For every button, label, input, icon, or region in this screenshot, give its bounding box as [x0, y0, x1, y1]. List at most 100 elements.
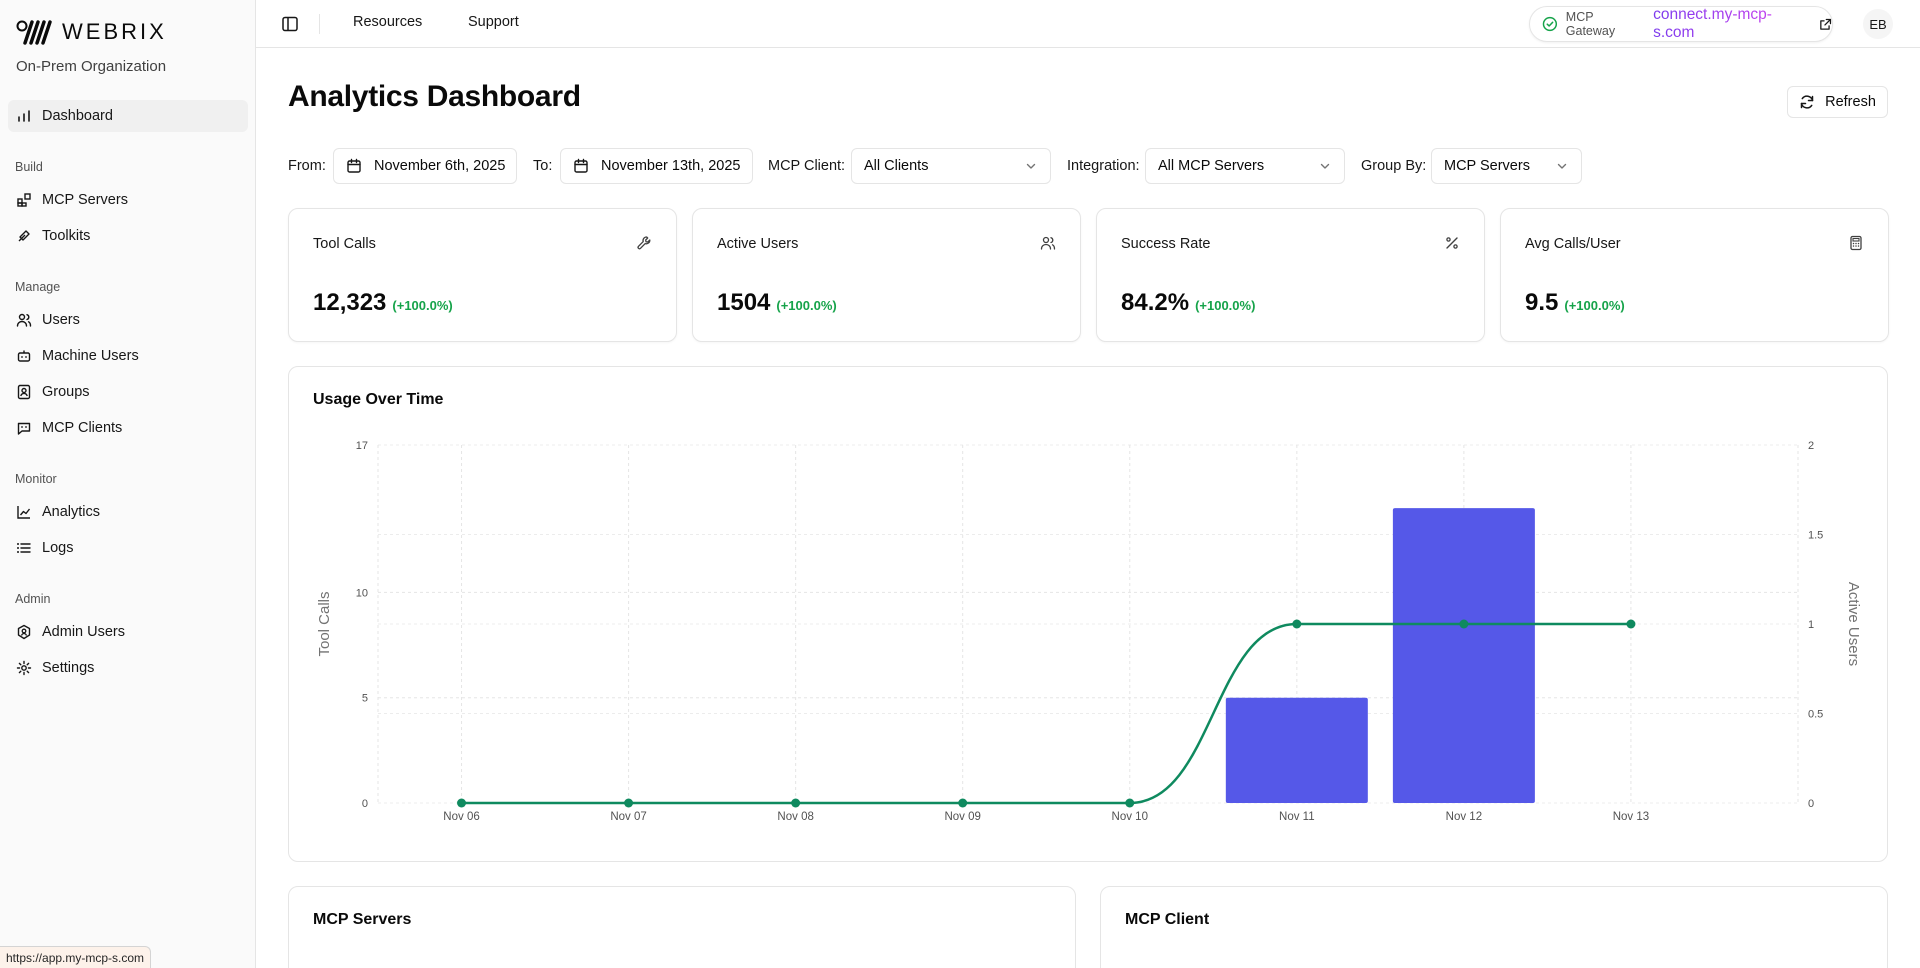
x-tick-label: Nov 06 — [443, 811, 479, 823]
y-tick-label: 10 — [356, 587, 368, 599]
chevron-down-icon — [1026, 163, 1036, 169]
sidebar: WEBRIX On-Prem Organization Dashboard Bu… — [0, 0, 256, 968]
users-icon — [16, 313, 32, 327]
sidebar-item-mcp-servers[interactable]: MCP Servers — [8, 184, 248, 216]
sidebar-item-label: MCP Servers — [42, 192, 128, 208]
usage-chart-card: Usage Over Time 0 5 10 17 0 0.5 1 1.5 2 Nov 06 Nov… — [288, 366, 1888, 862]
line-point — [1292, 619, 1302, 629]
x-tick-label: Nov 11 — [1279, 811, 1315, 823]
line-point — [624, 798, 634, 808]
stat-title: Success Rate — [1121, 236, 1211, 252]
sidebar-item-label: Settings — [42, 660, 95, 676]
percent-icon — [1446, 237, 1458, 249]
from-date-picker[interactable]: November 6th, 2025 — [333, 148, 517, 184]
line-point — [791, 798, 801, 808]
stat-card-success-rate: Success Rate 84.2% (+100.0%) — [1096, 208, 1485, 342]
sidebar-item-analytics[interactable]: Analytics — [8, 496, 248, 528]
refresh-label: Refresh — [1825, 94, 1876, 110]
sidebar-item-users[interactable]: Users — [8, 304, 248, 336]
integration-label: Integration: — [1067, 158, 1140, 174]
stat-card-tool-calls: Tool Calls 12,323 (+100.0%) — [288, 208, 677, 342]
resources-link[interactable]: Resources — [353, 14, 423, 30]
chart-line-icon — [17, 506, 31, 519]
line-point — [1459, 619, 1469, 629]
sidebar-item-label: MCP Clients — [42, 420, 123, 436]
line-point — [457, 798, 467, 808]
bar — [1392, 508, 1535, 803]
integration-select[interactable]: All MCP Servers — [1145, 148, 1345, 184]
line-point — [1125, 798, 1135, 808]
mcp-client-value: All Clients — [864, 158, 929, 174]
check-circle-icon — [1542, 16, 1558, 32]
mcp-client-card: MCP Client — [1100, 886, 1888, 968]
brand-name: WEBRIX — [62, 19, 167, 44]
sidebar-item-mcp-clients[interactable]: MCP Clients — [8, 412, 248, 444]
section-admin: Admin — [15, 592, 51, 606]
line-point — [958, 798, 968, 808]
stat-delta: (+100.0%) — [1564, 298, 1625, 313]
x-tick-label: Nov 12 — [1446, 811, 1482, 823]
to-date-picker[interactable]: November 13th, 2025 — [560, 148, 753, 184]
y2-tick-label: 0.5 — [1808, 709, 1823, 721]
sidebar-item-admin-users[interactable]: Admin Users — [8, 616, 248, 648]
sidebar-item-settings[interactable]: Settings — [8, 652, 248, 684]
sidebar-item-logs[interactable]: Logs — [8, 532, 248, 564]
users-icon — [1040, 236, 1056, 250]
group-by-select[interactable]: MCP Servers — [1431, 148, 1582, 184]
y-tick-label: 0 — [362, 798, 368, 810]
sidebar-item-machine-users[interactable]: Machine Users — [8, 340, 248, 372]
sidebar-item-toolkits[interactable]: Toolkits — [8, 220, 248, 252]
toolbar-divider — [319, 14, 320, 34]
calculator-icon — [1850, 235, 1862, 251]
gateway-url[interactable]: connect.my-mcp-s.com — [1653, 6, 1811, 42]
message-bot-icon — [17, 422, 31, 435]
sidebar-item-label: Toolkits — [42, 228, 91, 244]
mcp-gateway-pill[interactable]: MCP Gateway connect.my-mcp-s.com — [1529, 6, 1833, 42]
calendar-icon — [347, 158, 361, 173]
sidebar-toggle-icon[interactable] — [280, 14, 300, 34]
sidebar-item-label: Users — [42, 312, 80, 328]
stat-title: Active Users — [717, 236, 799, 252]
sidebar-item-label: Analytics — [42, 504, 101, 520]
sidebar-item-dashboard[interactable]: Dashboard — [8, 100, 248, 132]
refresh-icon — [1800, 95, 1814, 109]
y-tick-label: 17 — [356, 440, 368, 452]
from-date-value: November 6th, 2025 — [374, 158, 506, 174]
brand-logo[interactable]: WEBRIX — [16, 18, 167, 46]
x-tick-label: Nov 07 — [610, 811, 646, 823]
chevron-down-icon — [1557, 163, 1567, 169]
stat-number: 12,323 — [313, 289, 387, 316]
sidebar-item-groups[interactable]: Groups — [8, 376, 248, 408]
wrench-icon — [637, 236, 651, 250]
support-link[interactable]: Support — [468, 14, 519, 30]
y2-axis-label: Active Users — [1845, 582, 1862, 666]
stat-title: Avg Calls/User — [1525, 236, 1621, 252]
refresh-button[interactable]: Refresh — [1787, 86, 1888, 118]
external-link-icon — [1820, 18, 1832, 30]
mcp-client-label: MCP Client: — [768, 158, 846, 174]
x-tick-label: Nov 10 — [1112, 811, 1148, 823]
group-by-value: MCP Servers — [1444, 158, 1530, 174]
to-label: To: — [533, 158, 553, 174]
mcp-servers-title: MCP Servers — [313, 911, 412, 928]
stat-value: 9.5 (+100.0%) — [1525, 289, 1625, 317]
gateway-label: MCP Gateway — [1565, 10, 1616, 38]
usage-over-time-chart: 0 5 10 17 0 0.5 1 1.5 2 Nov 06 Nov 07 Nov 08 Nov 09 N… — [316, 440, 1862, 823]
sidebar-item-label: Machine Users — [42, 348, 139, 364]
stat-title: Tool Calls — [313, 236, 376, 252]
stat-number: 84.2% — [1121, 289, 1190, 316]
stat-value: 12,323 (+100.0%) — [313, 289, 453, 317]
bot-icon — [17, 350, 31, 362]
mcp-servers-card: MCP Servers — [288, 886, 1076, 968]
stat-delta: (+100.0%) — [392, 298, 453, 313]
tools-icon — [18, 230, 30, 242]
stat-delta: (+100.0%) — [1195, 298, 1256, 313]
y-tick-label: 5 — [362, 693, 368, 705]
y2-tick-label: 1.5 — [1808, 530, 1823, 542]
page-title: Analytics Dashboard — [288, 80, 581, 113]
bar-chart-icon — [18, 110, 30, 122]
avatar[interactable]: EB — [1863, 9, 1893, 39]
mcp-client-select[interactable]: All Clients — [851, 148, 1051, 184]
group-by-label: Group By: — [1361, 158, 1427, 174]
stat-number: 9.5 — [1525, 289, 1559, 316]
